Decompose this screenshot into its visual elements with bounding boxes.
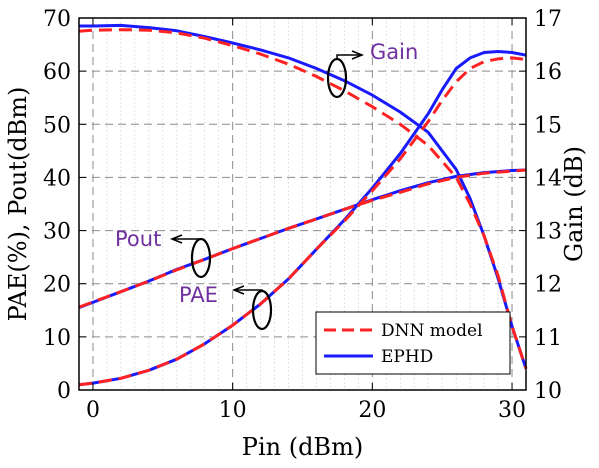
annotation-pae-ellipse bbox=[251, 289, 273, 331]
y-left-tick-label: 0 bbox=[57, 379, 71, 404]
y-left-tick-label: 60 bbox=[43, 60, 71, 85]
annotation-gain-arrowhead bbox=[351, 50, 365, 60]
x-tick-label: 30 bbox=[498, 398, 526, 423]
y-right-tick-label: 11 bbox=[534, 326, 562, 351]
annotation-pout-arrowhead bbox=[169, 234, 183, 244]
y-axis-left-label: PAE(%), Pout(dBm) bbox=[4, 87, 32, 322]
y-right-tick-label: 15 bbox=[534, 113, 562, 138]
y-right-tick-label: 16 bbox=[534, 60, 562, 85]
y-left-tick-label: 10 bbox=[43, 326, 71, 351]
y-left-tick-label: 40 bbox=[43, 166, 71, 191]
plot-frame bbox=[78, 17, 527, 391]
y-right-tick-label: 17 bbox=[534, 7, 562, 32]
y-left-tick-label: 70 bbox=[43, 7, 71, 32]
annotation-pout: Pout bbox=[115, 227, 161, 251]
legend-label-dnn-model: DNN model bbox=[381, 321, 483, 341]
legend-label-ephd: EPHD bbox=[381, 347, 433, 367]
series-dnn-model-pae bbox=[78, 56, 527, 387]
annotation-pae-arrow bbox=[236, 289, 263, 291]
y-left-tick-label: 50 bbox=[43, 113, 71, 138]
y-left-tick-label: 30 bbox=[43, 220, 71, 245]
x-tick-label: 20 bbox=[358, 398, 386, 423]
y-right-tick-label: 12 bbox=[534, 273, 562, 298]
x-tick-label: 0 bbox=[86, 398, 100, 423]
y-left-tick-label: 20 bbox=[43, 273, 71, 298]
annotation-pae: PAE bbox=[179, 283, 218, 307]
y-right-tick-label: 13 bbox=[534, 220, 562, 245]
annotations: Gain Pout PAE bbox=[115, 40, 418, 331]
legend-box bbox=[315, 311, 511, 375]
y-right-tick-label: 10 bbox=[534, 379, 562, 404]
annotation-gain-arrow bbox=[336, 54, 360, 59]
annotation-gain: Gain bbox=[370, 40, 418, 64]
x-tick-label: 10 bbox=[219, 398, 247, 423]
annotation-pae-arrowhead bbox=[231, 285, 245, 295]
series-layer bbox=[78, 23, 528, 387]
y-axis-right-label: Gain (dB) bbox=[560, 146, 588, 262]
legend: DNN model EPHD bbox=[315, 311, 511, 375]
annotation-markers bbox=[169, 50, 365, 331]
ticks-layer: 0 10 20 30 0 10 20 30 40 50 60 70 10 11 12 13 14 15 16 17 bbox=[43, 7, 562, 423]
y-right-tick-label: 14 bbox=[534, 166, 562, 191]
series-ephd-gain bbox=[79, 23, 528, 370]
x-axis-label: Pin (dBm) bbox=[242, 433, 363, 461]
series-dnn-model-gain bbox=[78, 28, 528, 370]
series-dnn-model-pout bbox=[78, 168, 527, 309]
